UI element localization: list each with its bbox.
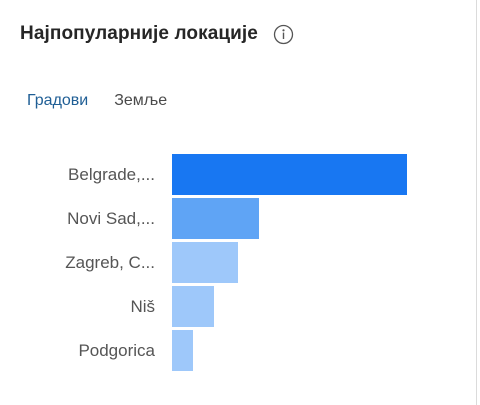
bar[interactable] xyxy=(172,330,193,371)
card-border xyxy=(476,0,477,405)
card-title: Најпопуларније локације xyxy=(20,23,258,44)
bar[interactable] xyxy=(172,154,407,195)
card-header: Најпопуларније локације xyxy=(20,20,294,48)
bar-label: Podgorica xyxy=(78,340,155,360)
bar[interactable] xyxy=(172,286,214,327)
bar-label: Zagreb, C... xyxy=(65,252,155,272)
bar-label: Belgrade,... xyxy=(68,164,155,184)
tab-countries[interactable]: Земље xyxy=(114,92,168,109)
tab-cities[interactable]: Градови xyxy=(27,92,89,109)
bar[interactable] xyxy=(172,198,259,239)
location-tabs: Градови Земље xyxy=(27,92,167,110)
bar[interactable] xyxy=(172,242,238,283)
bar-label: Novi Sad,... xyxy=(67,208,155,228)
locations-bar-chart: Belgrade,... Novi Sad,... Zagreb, C... Niš P… xyxy=(0,150,480,380)
bar-label: Niš xyxy=(130,296,155,316)
info-circle-icon[interactable] xyxy=(273,24,294,45)
